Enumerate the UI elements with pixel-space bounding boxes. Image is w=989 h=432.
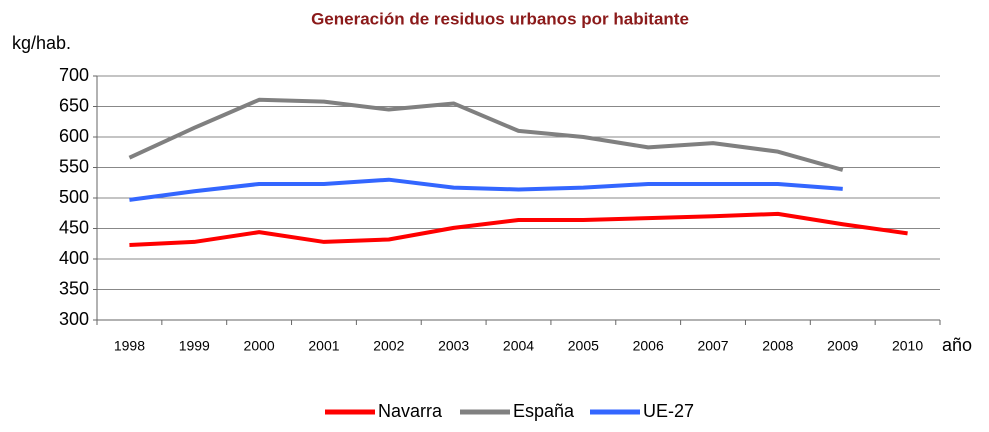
y-tick-label: 700 xyxy=(59,65,89,85)
chart-title: Generación de residuos urbanos por habit… xyxy=(311,9,689,28)
line-series xyxy=(129,177,843,202)
y-tick-label: 300 xyxy=(59,309,89,329)
y-tick-label: 550 xyxy=(59,156,89,176)
x-tick-label: 2002 xyxy=(373,338,404,354)
legend-label: España xyxy=(513,401,575,421)
y-tick-label: 500 xyxy=(59,187,89,207)
y-tick-label: 650 xyxy=(59,95,89,115)
x-tick-label: 2005 xyxy=(568,338,599,354)
x-tick-label: 1999 xyxy=(179,338,210,354)
line-series xyxy=(128,97,844,172)
y-tick-label: 350 xyxy=(59,278,89,298)
legend-label: UE-27 xyxy=(643,401,694,421)
y-tick-label: 400 xyxy=(59,248,89,268)
x-tick-label: 2010 xyxy=(892,338,923,354)
x-tick-label: 2000 xyxy=(244,338,275,354)
y-tick-label: 600 xyxy=(59,126,89,146)
y-axis-label: kg/hab. xyxy=(12,33,71,53)
line-series xyxy=(129,211,908,247)
x-tick-label: 2001 xyxy=(308,338,339,354)
x-tick-label: 1998 xyxy=(114,338,145,354)
y-tick-label: 450 xyxy=(59,217,89,237)
x-tick-label: 2009 xyxy=(827,338,858,354)
x-tick-label: 2008 xyxy=(762,338,793,354)
legend-label: Navarra xyxy=(378,401,443,421)
x-axis-label: año xyxy=(942,335,972,355)
x-tick-label: 2003 xyxy=(438,338,469,354)
x-tick-label: 2004 xyxy=(503,338,534,354)
x-tick-label: 2006 xyxy=(633,338,664,354)
x-tick-label: 2007 xyxy=(697,338,728,354)
